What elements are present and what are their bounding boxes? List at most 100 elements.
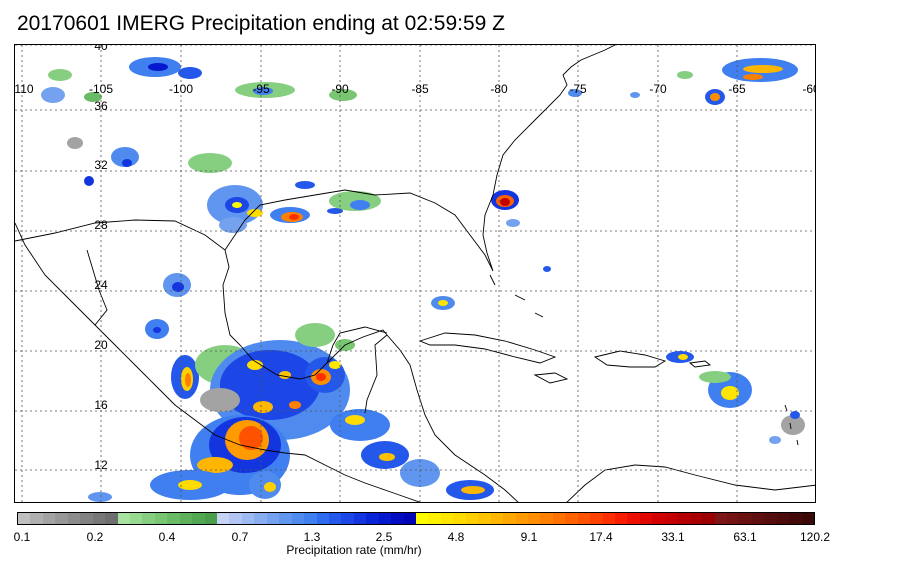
colorbar-swatch: [652, 513, 665, 524]
longitude-label: -105: [88, 82, 114, 96]
colorbar-swatch: [217, 513, 230, 524]
colorbar-tick-label: 17.4: [589, 530, 613, 544]
precipitation-map: -110 -105 -100 -95 -90 -85 -80 -75 -70 -…: [14, 44, 816, 503]
colorbar-swatch: [776, 513, 790, 524]
colorbar-title: Precipitation rate (mm/hr): [286, 543, 422, 557]
colorbar-swatch: [291, 513, 305, 524]
colorbar: [17, 512, 815, 525]
colorbar-swatch: [30, 513, 43, 524]
latitude-label: 20: [94, 338, 108, 352]
colorbar-swatch: [726, 513, 740, 524]
colorbar-swatch: [55, 513, 68, 524]
colorbar-swatch: [590, 513, 603, 524]
colorbar-swatch: [490, 513, 504, 524]
colorbar-swatch: [428, 513, 441, 524]
colorbar-swatch: [751, 513, 765, 524]
colorbar-swatch: [552, 513, 566, 524]
longitude-label: -60: [802, 82, 815, 96]
colorbar-swatch: [67, 513, 81, 524]
colorbar-swatch: [465, 513, 479, 524]
longitude-label: -110: [14, 82, 34, 96]
precipitation-layer: [41, 57, 805, 502]
colorbar-swatch: [266, 513, 280, 524]
colorbar-tick-label: 9.1: [520, 530, 538, 544]
longitude-label: -85: [411, 82, 429, 96]
map-title: 20170601 IMERG Precipitation ending at 0…: [17, 12, 505, 35]
colorbar-swatch: [254, 513, 267, 524]
colorbar-swatch: [403, 513, 416, 524]
longitude-label: -70: [649, 82, 667, 96]
colorbar-tick-label: 4.8: [447, 530, 465, 544]
colorbar-swatch: [702, 513, 715, 524]
colorbar-swatch: [179, 513, 193, 524]
colorbar-swatch: [714, 513, 727, 524]
colorbar-swatch: [453, 513, 466, 524]
colorbar-swatch: [192, 513, 205, 524]
colorbar-tick-label: 63.1: [733, 530, 757, 544]
colorbar-swatch: [279, 513, 292, 524]
colorbar-swatch: [503, 513, 516, 524]
colorbar-swatch: [602, 513, 615, 524]
colorbar-swatch: [577, 513, 591, 524]
colorbar-swatch: [204, 513, 217, 524]
colorbar-swatch: [229, 513, 242, 524]
colorbar-swatch: [527, 513, 541, 524]
colorbar-swatch: [353, 513, 367, 524]
colorbar-swatch: [304, 513, 317, 524]
colorbar-swatch: [92, 513, 106, 524]
longitude-label: -65: [728, 82, 746, 96]
latitude-label: 40: [94, 44, 108, 53]
map-canvas: [15, 45, 815, 502]
colorbar-swatch: [677, 513, 690, 524]
colorbar-swatch: [105, 513, 118, 524]
latitude-label: 24: [94, 278, 108, 292]
colorbar-swatch: [341, 513, 354, 524]
latitude-label: 36: [94, 99, 108, 113]
colorbar-swatch: [639, 513, 653, 524]
colorbar-swatch: [615, 513, 628, 524]
colorbar-tick-label: 2.5: [375, 530, 393, 544]
colorbar-tick-label: 0.1: [13, 530, 31, 544]
longitude-label: -80: [490, 82, 508, 96]
longitude-label: -75: [569, 82, 587, 96]
colorbar-swatch: [328, 513, 342, 524]
colorbar-swatch: [801, 513, 814, 524]
colorbar-swatch: [416, 513, 429, 524]
colorbar-swatch: [565, 513, 578, 524]
longitude-label: -95: [252, 82, 270, 96]
latitude-label: 12: [94, 458, 108, 472]
latitude-label: 28: [94, 218, 108, 232]
colorbar-tick-label: 0.2: [86, 530, 104, 544]
colorbar-swatch: [316, 513, 329, 524]
colorbar-swatch: [18, 513, 31, 524]
colorbar-swatch: [789, 513, 802, 524]
colorbar-swatch: [515, 513, 528, 524]
colorbar-swatch: [664, 513, 678, 524]
colorbar-swatch: [739, 513, 752, 524]
colorbar-swatch: [241, 513, 255, 524]
colorbar-swatch: [391, 513, 404, 524]
colorbar-tick-label: 1.3: [303, 530, 321, 544]
colorbar-swatch: [764, 513, 777, 524]
colorbar-swatch: [167, 513, 180, 524]
colorbar-swatch: [117, 513, 130, 524]
latitude-label: 16: [94, 398, 108, 412]
colorbar-swatch: [378, 513, 392, 524]
coastlines: [15, 45, 815, 502]
colorbar-tick-label: 0.7: [231, 530, 249, 544]
colorbar-tick-label: 120.2: [799, 530, 831, 544]
graticule: [15, 45, 815, 502]
colorbar-tick-label: 33.1: [661, 530, 685, 544]
latitude-label: 32: [94, 158, 108, 172]
colorbar-swatch: [627, 513, 640, 524]
colorbar-swatch: [440, 513, 454, 524]
colorbar-swatch: [80, 513, 93, 524]
colorbar-swatch: [366, 513, 379, 524]
colorbar-tick-label: 0.4: [158, 530, 176, 544]
colorbar-swatch: [689, 513, 703, 524]
colorbar-swatch: [42, 513, 56, 524]
longitude-label: -100: [168, 82, 194, 96]
colorbar-swatch: [129, 513, 143, 524]
colorbar-swatch: [142, 513, 155, 524]
colorbar-swatch: [154, 513, 168, 524]
